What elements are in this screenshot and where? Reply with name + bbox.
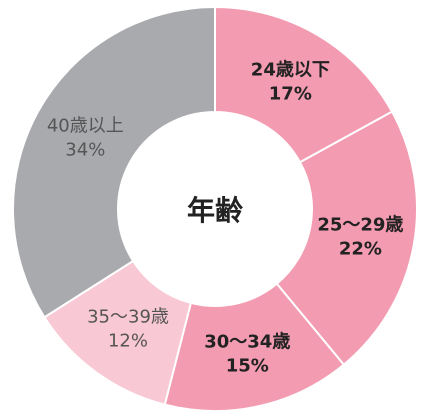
donut-slice <box>12 5 216 319</box>
slice-label: 30〜34歳 <box>204 331 290 352</box>
slice-value-label: 22% <box>339 239 382 260</box>
donut-slice <box>275 110 418 367</box>
slice-label: 40歳以上 <box>47 116 124 137</box>
slices <box>12 5 418 411</box>
donut-slice <box>214 5 394 164</box>
slice-label: 35〜39歳 <box>87 307 169 328</box>
slice-label: 24歳以下 <box>251 60 330 81</box>
slice-label: 25〜29歳 <box>317 215 403 236</box>
slice-value-label: 17% <box>269 84 312 105</box>
slice-value-label: 12% <box>108 331 148 352</box>
slice-value-label: 34% <box>65 140 105 161</box>
slice-value-label: 15% <box>226 355 269 376</box>
donut-slice <box>163 282 346 411</box>
center-title: 年齢 <box>187 194 243 227</box>
